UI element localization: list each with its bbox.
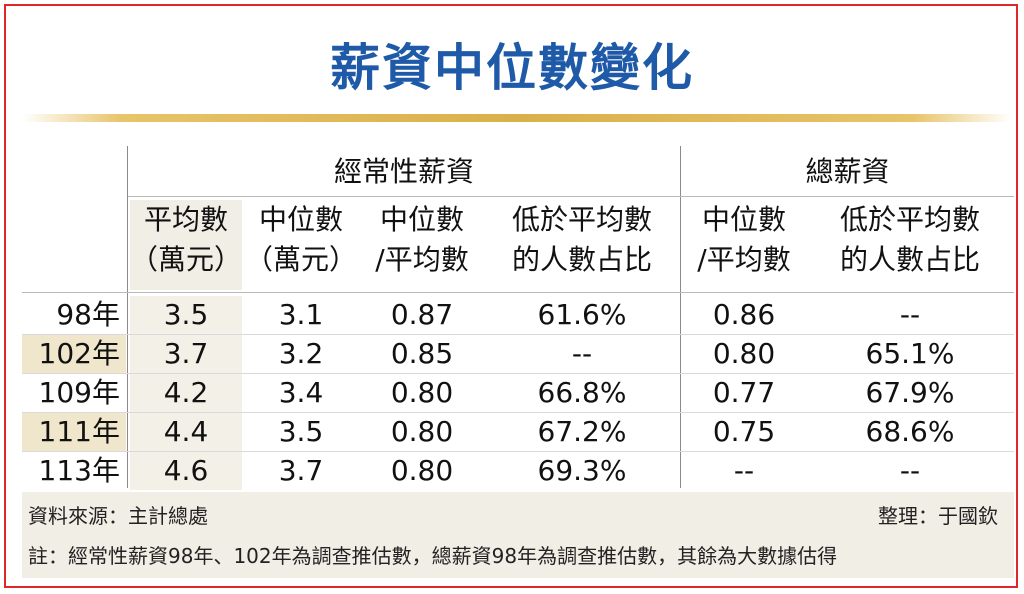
table-cell: 0.80 [390,415,454,448]
header-regular-median-ratio: 中位數/平均數 [375,203,469,276]
divider-group [680,146,681,488]
row-divider [22,373,1014,374]
row-divider [22,451,1014,452]
table-cell: -- [571,337,593,370]
header-total-median-ratio: 中位數/平均數 [697,203,791,276]
table-cell: 3.4 [278,376,324,409]
table-cell: -- [899,298,921,331]
row-label: 102年 [22,335,126,373]
table-cell: 61.6% [537,298,627,331]
table-cell: 0.86 [712,298,776,331]
group-header-regular: 經常性薪資 [333,155,474,188]
source-text: 資料來源：主計總處 [28,504,208,528]
table-cell: -- [733,454,755,487]
table-cell: 67.2% [537,415,627,448]
row-label: 98年 [56,298,120,331]
divider-under-headers [22,292,1014,293]
table-cell: 68.6% [865,415,955,448]
header-regular-below-average-share: 低於平均數 的人數占比 [511,203,652,276]
divider-under-group-header [128,196,1014,197]
table-cell: 66.8% [537,376,627,409]
table-cell: 67.9% [865,376,955,409]
title-underline-bar [22,114,1012,122]
credit-text: 整理：于國欽 [878,504,998,528]
note-text: 註：經常性薪資98年、102年為調查推估數，總薪資98年為調查推估數，其餘為大數… [28,544,838,568]
table-cell: 0.80 [390,376,454,409]
header-total-below-average-share: 低於平均數 的人數占比 [839,203,980,276]
group-header-total: 總薪資 [805,155,890,188]
row-label: 109年 [38,376,120,409]
row-label: 111年 [22,413,126,451]
table-cell: 0.85 [390,337,454,370]
table-cell: 3.7 [130,335,242,373]
divider-label-column [127,146,128,488]
table-cell: -- [899,454,921,487]
table-cell: 69.3% [537,454,627,487]
table-cell: 4.6 [130,452,242,490]
table-cell: 0.80 [712,337,776,370]
table-cell: 3.2 [278,337,324,370]
header-regular-average: 平均數 （萬元） [130,200,242,290]
table-cell: 0.87 [390,298,454,331]
table-cell: 3.5 [278,415,324,448]
table-cell: 4.2 [130,374,242,412]
table-cell: 3.1 [278,298,324,331]
chart-title: 薪資中位數變化 [330,39,694,97]
row-label: 113年 [38,454,120,487]
table-cell: 0.80 [390,454,454,487]
table-cell: 65.1% [865,337,955,370]
table-cell: 0.75 [712,415,776,448]
row-divider [22,412,1014,413]
table-cell: 4.4 [130,413,242,451]
table-cell: 0.77 [712,376,776,409]
row-divider [22,334,1014,335]
table-cell: 3.5 [130,296,242,334]
header-regular-median: 中位數 （萬元） [244,203,357,276]
footer-band [22,492,1014,578]
table-cell: 3.7 [278,454,324,487]
